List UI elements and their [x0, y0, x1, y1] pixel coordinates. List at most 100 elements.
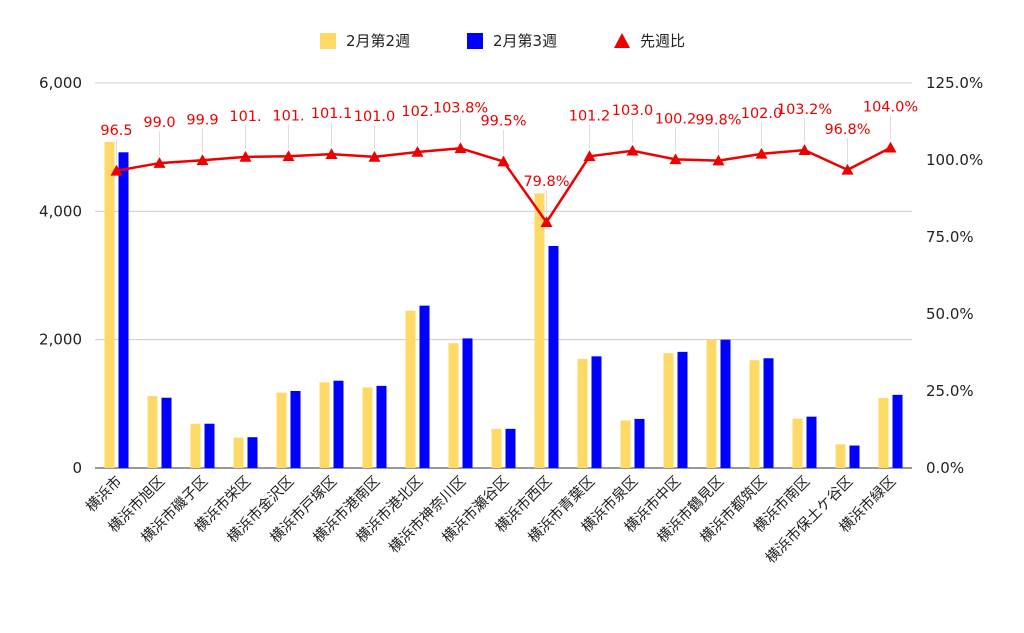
bar-week3[interactable] [892, 394, 903, 468]
ratio-point[interactable] [540, 216, 553, 228]
right-axis-tick-label: 100.0% [926, 151, 983, 169]
bar-week2[interactable] [190, 423, 201, 468]
right-axis-tick-label: 25.0% [926, 382, 974, 400]
ratio-data-label: 99.5% [480, 114, 526, 130]
ratio-point[interactable] [497, 155, 510, 167]
ratio-data-label: 101.0 [354, 109, 396, 125]
ratio-data-label: 99.0 [143, 115, 175, 131]
bar-week2[interactable] [276, 392, 287, 468]
bar-week2[interactable] [319, 382, 330, 468]
ratio-point[interactable] [454, 142, 467, 154]
bar-week3[interactable] [505, 428, 516, 468]
ratio-point[interactable] [196, 154, 209, 166]
bar-week2[interactable] [706, 339, 717, 468]
bar-week3[interactable] [720, 339, 731, 468]
gridlines [95, 82, 912, 469]
bar-week2[interactable] [620, 420, 631, 468]
bar-week3[interactable] [806, 416, 817, 468]
bar-week3[interactable] [333, 380, 344, 468]
ratio-data-label: 103.8% [433, 100, 488, 116]
bar-week2[interactable] [362, 387, 373, 468]
ratio-data-label: 103.0 [612, 103, 654, 119]
ratio-point[interactable] [626, 144, 639, 156]
data-labels: 96.5 99.0 99.9 101. 101. 101.1 101.0 102. 103.8%… [100, 100, 918, 215]
ratio-data-label: 101. [229, 109, 261, 125]
ratio-point[interactable] [411, 145, 424, 157]
bar-week3[interactable] [204, 423, 215, 468]
left-axis-tick-label: 2,000 [39, 331, 82, 349]
bar-week3[interactable] [548, 245, 559, 468]
ratio-data-label: 103.2% [777, 102, 832, 118]
bar-week3[interactable] [849, 445, 860, 468]
category-labels: 横浜市横浜市旭区横浜市磯子区横浜市栄区横浜市金沢区横浜市戸塚区横浜市港南区横浜市… [83, 473, 900, 567]
bar-week2[interactable] [491, 428, 502, 468]
ratio-data-label: 101.1 [311, 106, 353, 122]
ratio-data-label: 99.9 [186, 112, 218, 128]
bar-week3[interactable] [677, 351, 688, 468]
legend-swatch [320, 33, 336, 49]
bar-week3[interactable] [634, 418, 645, 468]
bar-week3[interactable] [591, 356, 602, 468]
legend-label[interactable]: 先週比 [640, 32, 685, 50]
bar-week2[interactable] [878, 398, 889, 468]
bar-week3[interactable] [161, 397, 172, 468]
right-axis-tick-label: 125.0% [926, 74, 983, 92]
legend-swatch [467, 33, 483, 49]
bar-week3[interactable] [419, 305, 430, 468]
ratio-data-label: 101. [272, 108, 304, 124]
ratio-point[interactable] [884, 141, 897, 153]
ratio-data-label: 100.2 [655, 111, 697, 127]
bar-series [104, 142, 903, 469]
bar-week2[interactable] [233, 437, 244, 468]
legend[interactable]: 2月第2週 2月第3週 先週比 [320, 32, 685, 50]
ratio-point[interactable] [153, 157, 166, 168]
ratio-point[interactable] [282, 150, 295, 162]
bar-week2[interactable] [104, 142, 115, 469]
ratio-data-label: 104.0% [863, 100, 918, 116]
ratio-point[interactable] [712, 154, 725, 166]
left-axis-tick-label: 4,000 [39, 202, 82, 220]
right-axis-tick-label: 50.0% [926, 305, 974, 323]
bar-week2[interactable] [147, 396, 158, 468]
ratio-data-label: 79.8% [523, 174, 569, 190]
ratio-point[interactable] [368, 150, 381, 162]
ratio-data-label: 101.2 [569, 108, 611, 124]
right-axis-tick-label: 0.0% [926, 459, 964, 477]
bar-week2[interactable] [835, 444, 846, 468]
bar-week2[interactable] [405, 310, 416, 468]
left-axis-ticks: 0 2,000 4,000 6,000 [39, 74, 82, 477]
bar-week3[interactable] [763, 358, 774, 468]
bar-week3[interactable] [247, 437, 258, 468]
bar-week2[interactable] [448, 343, 459, 468]
ratio-point[interactable] [110, 164, 123, 176]
ratio-point[interactable] [755, 147, 768, 159]
ratio-data-label: 96.5 [100, 123, 132, 139]
ratio-point[interactable] [841, 163, 854, 175]
right-axis-ticks: 0.0% 25.0% 50.0% 75.0% 100.0% 125.0% [926, 74, 983, 477]
legend-label[interactable]: 2月第3週 [493, 32, 557, 50]
category-label: 横浜市神奈川区 [386, 473, 470, 557]
bar-week2[interactable] [749, 360, 760, 468]
ratio-point[interactable] [583, 150, 596, 162]
bar-week2[interactable] [577, 358, 588, 468]
ratio-data-label: 99.8% [695, 113, 741, 129]
bar-week3[interactable] [376, 385, 387, 468]
bar-week3[interactable] [118, 152, 129, 469]
ratio-line-series [110, 141, 897, 228]
ratio-point[interactable] [669, 153, 682, 165]
left-axis-tick-label: 6,000 [39, 74, 82, 92]
ratio-point[interactable] [239, 150, 252, 162]
legend-swatch [614, 33, 630, 48]
bar-week3[interactable] [290, 391, 301, 468]
ratio-point[interactable] [798, 144, 811, 155]
bar-week2[interactable] [534, 193, 545, 468]
legend-label[interactable]: 2月第2週 [346, 32, 410, 50]
ratio-data-label: 102.0 [741, 106, 783, 122]
bar-week2[interactable] [792, 418, 803, 468]
ratio-point[interactable] [325, 148, 338, 159]
bar-week2[interactable] [663, 353, 674, 468]
bar-week3[interactable] [462, 338, 473, 468]
category-label: 横浜市 [83, 473, 126, 516]
left-axis-tick-label: 0 [72, 459, 82, 477]
